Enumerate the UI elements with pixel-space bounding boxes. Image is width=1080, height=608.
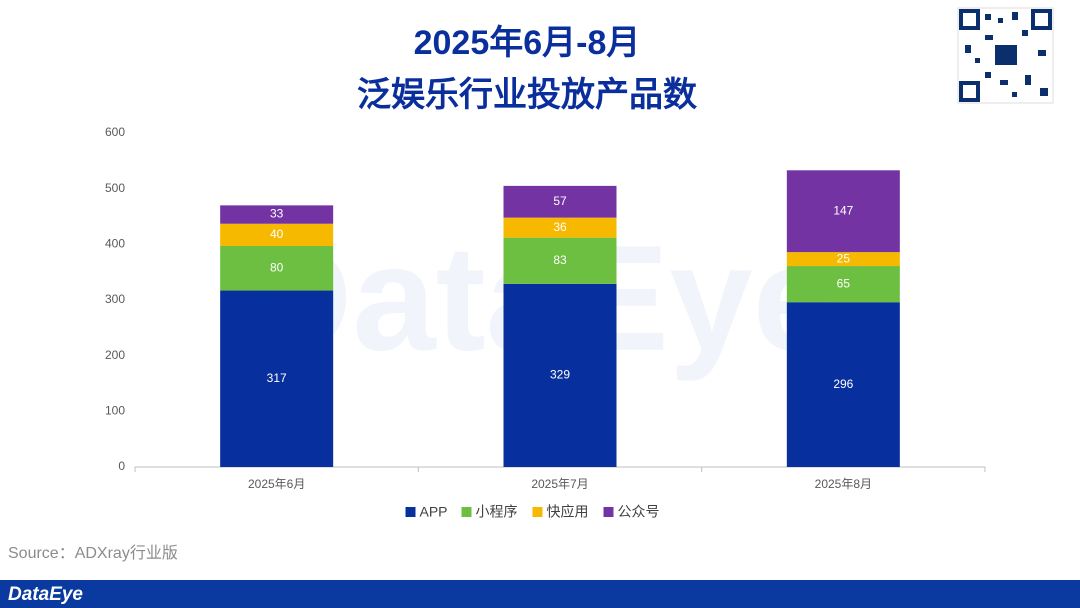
data-label: 57 — [553, 194, 567, 208]
data-label: 36 — [553, 220, 567, 234]
bar-segment — [503, 217, 617, 238]
data-label: 33 — [270, 207, 284, 221]
legend-label: 小程序 — [476, 504, 518, 520]
chart-title: 2025年6月-8月 — [414, 24, 641, 62]
legend-label: 公众号 — [618, 504, 660, 520]
y-tick-label: 400 — [105, 237, 125, 251]
x-tick-label: 2025年7月 — [531, 477, 588, 491]
bar-segment — [220, 205, 334, 224]
bar-segment — [503, 237, 617, 284]
data-label: 296 — [833, 377, 853, 391]
x-tick-label: 2025年8月 — [815, 477, 872, 491]
y-tick-label: 300 — [105, 292, 125, 306]
y-tick-label: 200 — [105, 348, 125, 362]
bar-segment — [220, 290, 334, 467]
bar-segment — [220, 246, 334, 291]
data-label: 40 — [270, 227, 284, 241]
legend-label: APP — [420, 504, 448, 520]
y-tick-label: 500 — [105, 181, 125, 195]
legend-label: 快应用 — [547, 504, 589, 520]
y-tick-label: 600 — [105, 125, 125, 139]
bar-segment — [786, 170, 900, 253]
bar-segment — [786, 252, 900, 267]
bar-segment — [503, 185, 617, 218]
qr-code — [957, 7, 1054, 104]
y-tick-label: 0 — [118, 459, 125, 473]
footer-bar — [0, 580, 1080, 608]
bar-segment — [220, 223, 334, 247]
legend-swatch — [532, 507, 543, 517]
chart-title: 泛娱乐行业投放产品数 — [357, 76, 697, 114]
data-label: 83 — [553, 253, 567, 267]
bar-segment — [786, 266, 900, 303]
data-label: 317 — [267, 371, 287, 385]
brand: DataEye — [8, 584, 83, 605]
data-label: 65 — [837, 276, 851, 290]
x-tick-label: 2025年6月 — [248, 477, 305, 491]
y-tick-label: 100 — [105, 404, 125, 418]
bar-segment — [503, 283, 617, 467]
data-label: 25 — [837, 251, 851, 265]
legend-swatch — [461, 507, 472, 517]
data-label: 80 — [270, 260, 284, 274]
data-label: 329 — [550, 368, 570, 382]
source: Source：ADXray行业版 — [8, 544, 178, 562]
legend-swatch — [603, 507, 614, 517]
data-label: 147 — [833, 203, 853, 217]
bar-segment — [786, 302, 900, 467]
legend-swatch — [405, 507, 416, 517]
